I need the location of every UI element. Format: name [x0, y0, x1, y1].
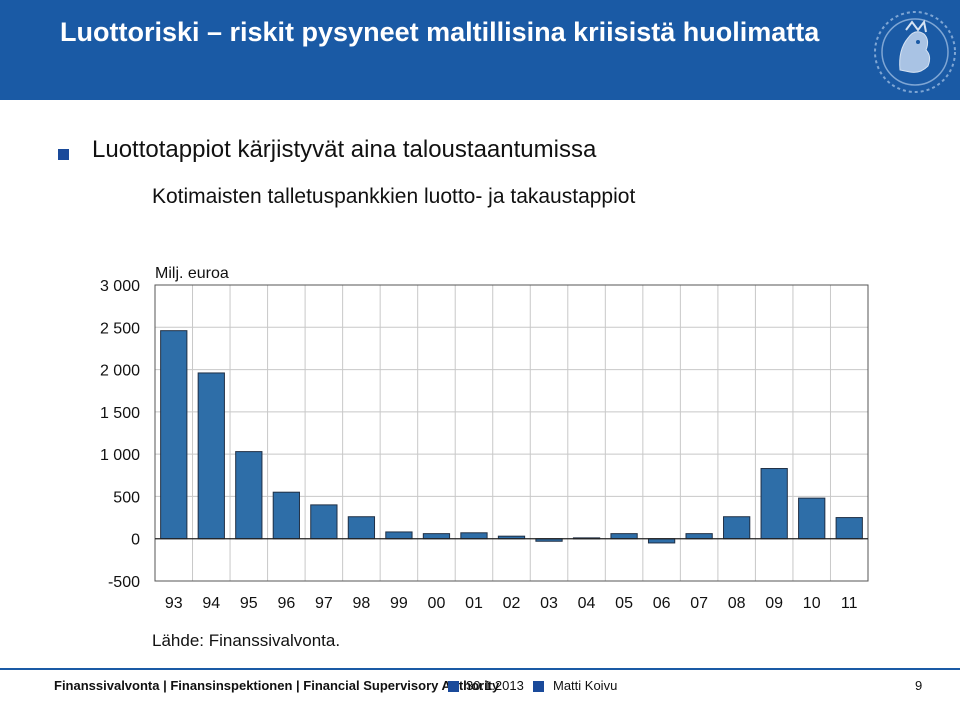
x-tick-label: 96 [277, 595, 295, 612]
x-tick-label: 06 [653, 595, 671, 612]
footer-marker [533, 681, 544, 692]
y-tick-label: -500 [108, 574, 140, 591]
y-tick-label: 3 000 [100, 278, 140, 295]
footer-author: Matti Koivu [553, 678, 618, 693]
y-tick-label: 1 000 [100, 447, 140, 464]
x-tick-label: 03 [540, 595, 558, 612]
title-bar: Luottoriski – riskit pysyneet maltillisi… [0, 0, 960, 100]
plot-frame [154, 284, 869, 582]
x-tick-label: 98 [352, 595, 370, 612]
bar [647, 538, 676, 544]
x-tick-label: 10 [803, 595, 821, 612]
x-tick-label: 97 [315, 595, 333, 612]
x-tick-label: 95 [240, 595, 258, 612]
bar [310, 504, 338, 540]
x-tick-label: 05 [615, 595, 633, 612]
y-tick-label: 500 [113, 489, 140, 506]
bar [235, 451, 263, 540]
bar [197, 372, 225, 540]
bar-chart: 3 000 2 500 2 000 1 500 1 000 500 0 -500 93 94 95 9… [100, 265, 869, 612]
footer-marker [448, 681, 459, 692]
footer: Finanssivalvonta | Finansinspektionen | … [0, 668, 960, 701]
chart-subtitle: Kotimaisten talletuspankkien luotto- ja … [152, 185, 636, 208]
bullet-marker [58, 149, 69, 160]
lion-crest-icon [874, 11, 956, 93]
x-tick-label: 04 [578, 595, 596, 612]
y-tick-label: 2 500 [100, 320, 140, 337]
footer-org: Finanssivalvonta | Finansinspektionen | … [54, 678, 500, 693]
bar [835, 517, 863, 540]
x-tick-label: 02 [503, 595, 521, 612]
bar [160, 330, 188, 540]
page-number: 9 [915, 678, 923, 693]
x-tick-label: 11 [841, 595, 858, 612]
x-tick-label: 93 [165, 595, 183, 612]
bar [685, 533, 713, 540]
footer-date: 30.1.2013 [466, 678, 524, 693]
bar [272, 491, 300, 540]
x-tick-label: 00 [428, 595, 446, 612]
bar [610, 533, 638, 540]
bullet-text: Luottotappiot kärjistyvät aina taloustaa… [92, 136, 597, 163]
unit-label: Milj. euroa [155, 265, 229, 282]
y-tick-label: 0 [131, 532, 140, 549]
bar [385, 531, 413, 540]
x-tick-label: 08 [728, 595, 746, 612]
x-tick-label: 01 [465, 595, 483, 612]
x-tick-label: 07 [690, 595, 708, 612]
y-tick-label: 1 500 [100, 405, 140, 422]
bar [422, 533, 451, 540]
bar [347, 516, 376, 540]
source-note: Lähde: Finanssivalvonta. [152, 631, 341, 650]
x-tick-label: 99 [390, 595, 408, 612]
x-tick-label: 09 [765, 595, 783, 612]
y-tick-label: 2 000 [100, 363, 140, 380]
x-tick-label: 94 [202, 595, 220, 612]
bar [723, 516, 751, 540]
bar [460, 532, 488, 540]
slide-title: Luottoriski – riskit pysyneet maltillisi… [60, 17, 820, 47]
bar [760, 468, 788, 540]
bar [798, 497, 826, 540]
